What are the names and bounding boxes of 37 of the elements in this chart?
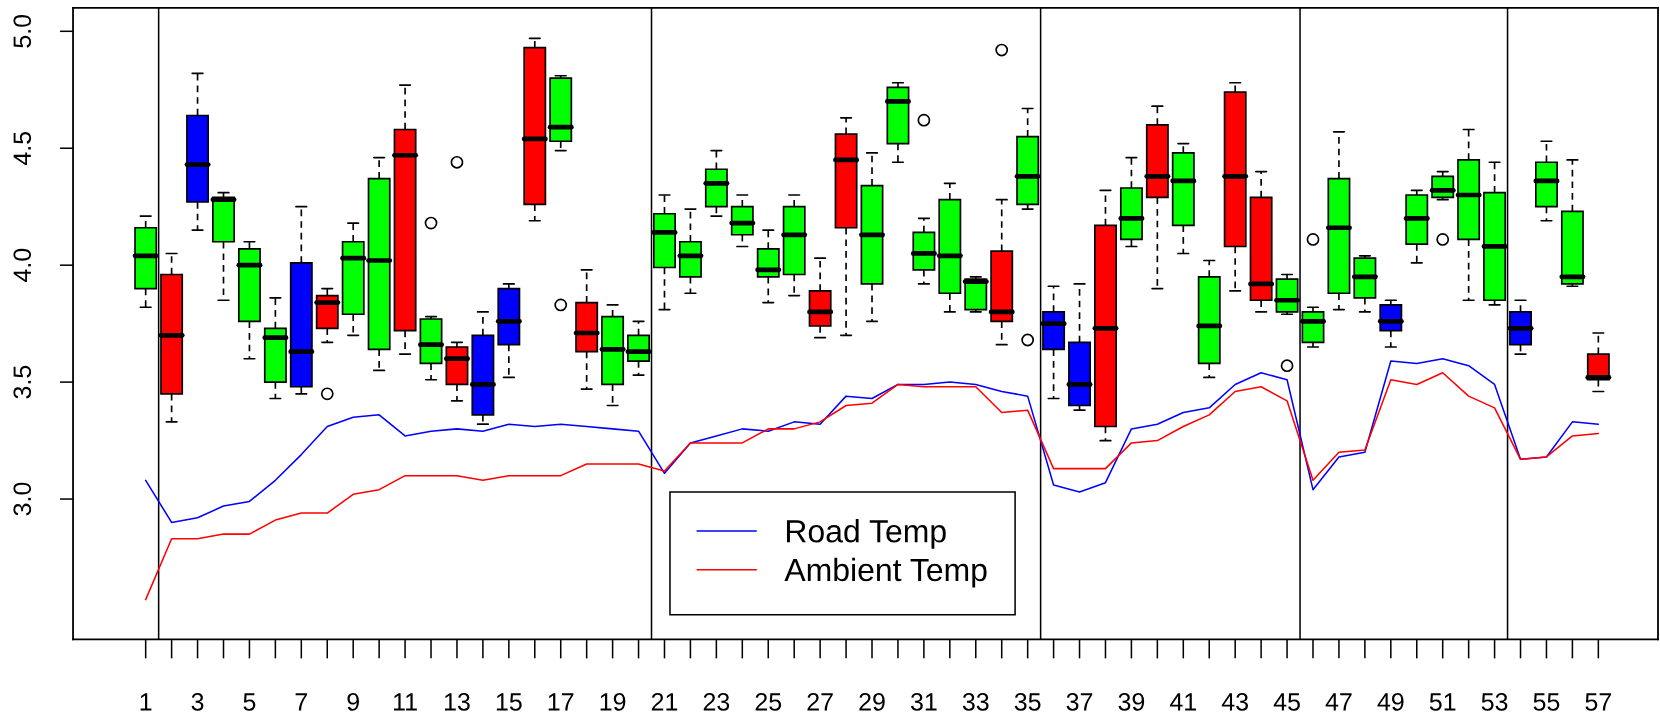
x-tick-label: 17 xyxy=(548,693,574,711)
x-tick-label: 7 xyxy=(295,693,308,711)
x-tick-label: 9 xyxy=(347,693,359,711)
x-tick-label: 37 xyxy=(1066,693,1093,711)
x-tick-label: 41 xyxy=(1169,693,1196,711)
y-tick-label: 3.5 xyxy=(13,365,32,399)
x-tick-label: 31 xyxy=(910,693,937,711)
legend-label: Ambient Temp xyxy=(784,557,987,588)
x-tick-label: 15 xyxy=(496,693,522,711)
x-tick-label: 3 xyxy=(191,693,204,711)
x-tick-label: 35 xyxy=(1014,693,1041,711)
x-tick-label: 45 xyxy=(1273,693,1300,711)
x-tick-label: 39 xyxy=(1118,693,1145,711)
x-tick-label: 49 xyxy=(1377,693,1404,711)
x-tick-label: 1 xyxy=(140,693,152,711)
x-tick-label: 11 xyxy=(394,693,417,711)
x-tick-label: 33 xyxy=(962,693,989,711)
x-tick-label: 57 xyxy=(1585,693,1611,711)
x-tick-label: 55 xyxy=(1533,693,1560,711)
x-tick-label: 29 xyxy=(859,693,885,711)
legend-label: Road Temp xyxy=(786,519,946,549)
line-series xyxy=(144,371,1600,601)
y-tick-label: 3.0 xyxy=(13,482,32,516)
x-tick-label: 19 xyxy=(600,693,626,711)
x-tick-label: 47 xyxy=(1325,693,1352,711)
x-tick-label: 25 xyxy=(755,693,782,711)
x-tick-label: 53 xyxy=(1481,693,1508,711)
x-tick-label: 51 xyxy=(1429,693,1456,711)
x-tick-label: 27 xyxy=(807,693,833,711)
y-tick-label: 4.5 xyxy=(13,131,32,166)
y-tick-label: 5.0 xyxy=(13,14,32,48)
x-tick-label: 5 xyxy=(243,693,256,711)
y-tick-label: 4.0 xyxy=(13,248,32,282)
x-tick-label: 21 xyxy=(651,693,678,711)
x-tick-label: 13 xyxy=(444,693,470,711)
x-tick-label: 23 xyxy=(703,693,730,711)
x-tick-label: 43 xyxy=(1221,693,1248,711)
